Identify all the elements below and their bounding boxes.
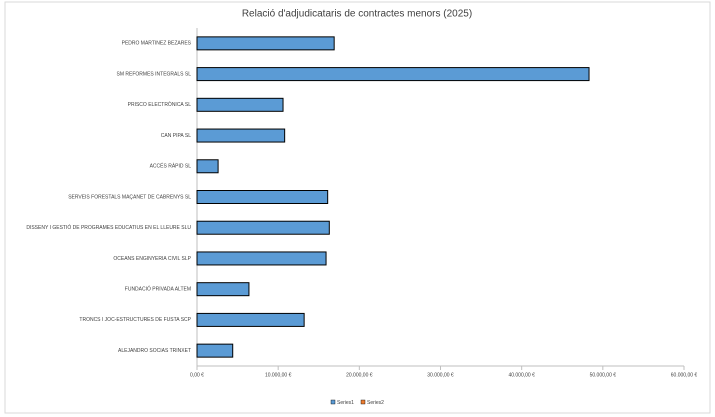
bar [196, 282, 250, 297]
legend-label: Series2 [367, 400, 384, 406]
bar [196, 97, 284, 112]
chart-frame [4, 1, 711, 414]
x-tick-label: 10.000,00 € [265, 372, 292, 378]
bar [196, 343, 234, 358]
x-tick-label: 60.000,00 € [671, 372, 698, 378]
bar [196, 36, 335, 51]
x-tick-label: 50.000,00 € [590, 372, 617, 378]
y-tick-label: OCEANS ENGINYERIA CIVIL SLP [113, 256, 191, 262]
bar [196, 190, 329, 204]
legend-label: Series1 [337, 400, 354, 406]
bar [196, 67, 590, 82]
bar [196, 128, 286, 143]
y-tick-label: DISSENY I GESTIÓ DE PROGRAMES EDUCATIUS … [26, 224, 191, 231]
y-tick-label: CAN PIPA SL [161, 133, 191, 139]
y-tick-label: ACCÉS RÀPID SL [150, 163, 192, 170]
x-tick-label: 30.000,00 € [427, 372, 454, 378]
legend-swatch [360, 399, 366, 405]
y-tick-label: TRONCS I JOC-ESTRUCTURES DE FUSTA SCP [79, 317, 191, 323]
x-tick-label: 40.000,00 € [508, 372, 535, 378]
y-tick-label: ALEJANDRO SOCIAS TRINXET [118, 348, 191, 354]
chart-title: Relació d'adjudicataris de contractes me… [242, 9, 472, 20]
x-tick-label: 0,00 € [190, 372, 204, 378]
bar [196, 312, 305, 327]
bar [196, 159, 219, 174]
y-tick-label: PEDRO MARTINEZ BEZARES [122, 41, 192, 47]
legend-swatch [330, 399, 336, 405]
bar [196, 251, 327, 266]
y-tick-label: PRISCO ELECTRÒNICA SL [128, 101, 192, 108]
y-tick-label: SERVEIS FORESTALS MAÇANET DE CABRENYS SL [68, 194, 191, 200]
bar [196, 220, 330, 235]
x-tick-label: 20.000,00 € [346, 372, 373, 378]
y-tick-label: FUNDACIÓ PRIVADA ALTEM [125, 286, 191, 293]
y-tick-label: SM REFORMES INTEGRALS SL [117, 71, 192, 77]
